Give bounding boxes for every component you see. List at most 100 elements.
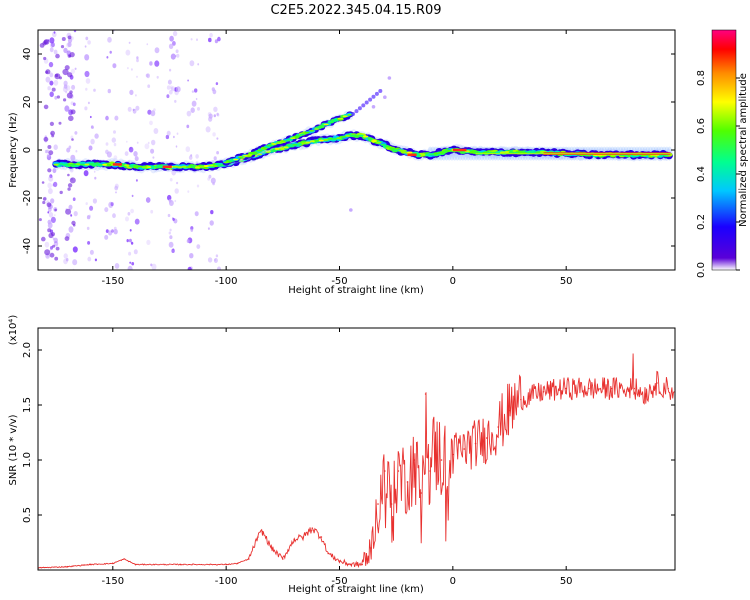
branch-core (342, 115, 348, 117)
noise-speck (67, 41, 72, 48)
noise-speck (106, 56, 109, 59)
snr-data-point (588, 387, 590, 390)
noise-speck (71, 84, 76, 90)
noise-speck (167, 213, 171, 218)
branch-core (299, 133, 305, 136)
noise-speck (190, 38, 193, 41)
spectrogram-y-ticks: -40 -20 0 20 40 (22, 48, 675, 254)
noise-speck (213, 106, 218, 113)
ridge-core (172, 165, 179, 168)
colorbar-tick-label: 0.2 (696, 214, 707, 230)
ridge-core (124, 164, 130, 167)
noise-speck (50, 130, 55, 136)
noise-speck (105, 115, 109, 121)
branch-core (266, 144, 272, 147)
noise-speck (165, 134, 170, 140)
noise-speck (349, 208, 353, 212)
noise-speck (84, 70, 90, 78)
noise-speck (150, 148, 155, 154)
noise-speck (209, 32, 213, 38)
noise-speck (212, 132, 216, 137)
noise-speck (90, 125, 94, 129)
ridge-core (637, 154, 643, 157)
noise-speck (194, 88, 198, 93)
noise-speck (94, 133, 99, 139)
ridge-core (398, 149, 404, 152)
branch-core (271, 143, 277, 145)
noise-speck (63, 258, 68, 265)
noise-speck (196, 184, 200, 188)
noise-speck (131, 194, 134, 198)
branch-tail (371, 94, 376, 99)
noise-speck (147, 141, 150, 145)
ridge-core (128, 165, 134, 168)
noise-speck (174, 199, 177, 203)
noise-speck (53, 49, 58, 55)
snr-data-point (497, 426, 500, 428)
snr-data-point (236, 562, 239, 565)
noise-speck (67, 37, 73, 44)
noise-speck (43, 39, 48, 45)
branch-tail (361, 103, 366, 108)
noise-speck (105, 142, 109, 146)
snr-data-point (350, 563, 352, 566)
noise-speck (58, 121, 62, 125)
snr-data-point (66, 565, 69, 568)
noise-speck (69, 177, 76, 184)
ridge-core (88, 163, 95, 166)
noise-speck (150, 110, 156, 117)
noise-speck (70, 154, 76, 162)
noise-speck (43, 136, 49, 142)
ridge-core (349, 134, 355, 137)
noise-speck (68, 115, 74, 122)
noise-speck (92, 126, 94, 129)
noise-speck (188, 155, 193, 160)
noise-speck (93, 170, 96, 173)
ridge-core (318, 139, 324, 142)
noise-speck (126, 140, 128, 143)
noise-speck (133, 249, 138, 255)
ridge-core (217, 164, 223, 167)
ridge-core (75, 163, 81, 166)
branch-tail (354, 109, 359, 114)
noise-speck (49, 248, 52, 251)
noise-speck (74, 131, 78, 135)
noise-speck (125, 216, 129, 222)
noise-speck (136, 141, 139, 144)
noise-speck (186, 239, 190, 244)
noise-speck (49, 174, 53, 179)
noise-speck (114, 115, 119, 121)
snr-data-point (610, 387, 613, 390)
branch-core (309, 130, 315, 132)
noise-speck (104, 207, 109, 213)
noise-speck (49, 121, 55, 126)
noise-speck (174, 99, 177, 103)
noise-speck (114, 263, 120, 269)
noise-speck (49, 80, 54, 86)
x-tick-label: -50 (331, 276, 347, 287)
snr-y-scale-label: (x10⁴) (8, 315, 19, 346)
noise-speck (47, 222, 53, 229)
noise-speck (49, 252, 55, 258)
noise-speck (87, 40, 91, 45)
snr-data-point (508, 409, 511, 412)
ridge-core (402, 151, 408, 154)
noise-speck (176, 132, 179, 135)
noise-speck (49, 91, 54, 98)
noise-speck (166, 94, 170, 99)
noise-speck (90, 138, 95, 145)
branch-core (256, 149, 263, 152)
noise-speck (189, 253, 194, 259)
noise-speck (45, 70, 49, 74)
noise-speck (63, 47, 68, 54)
ridge-core (500, 151, 506, 154)
noise-speck (49, 72, 54, 78)
snr-data-point (112, 562, 114, 565)
noise-speck (85, 87, 88, 91)
noise-speck (50, 216, 56, 223)
y-tick-label: 0.5 (22, 507, 33, 523)
y-tick-label: 20 (22, 96, 33, 109)
noise-speck (43, 104, 49, 110)
branch-core (314, 128, 320, 130)
noise-speck (74, 67, 77, 71)
